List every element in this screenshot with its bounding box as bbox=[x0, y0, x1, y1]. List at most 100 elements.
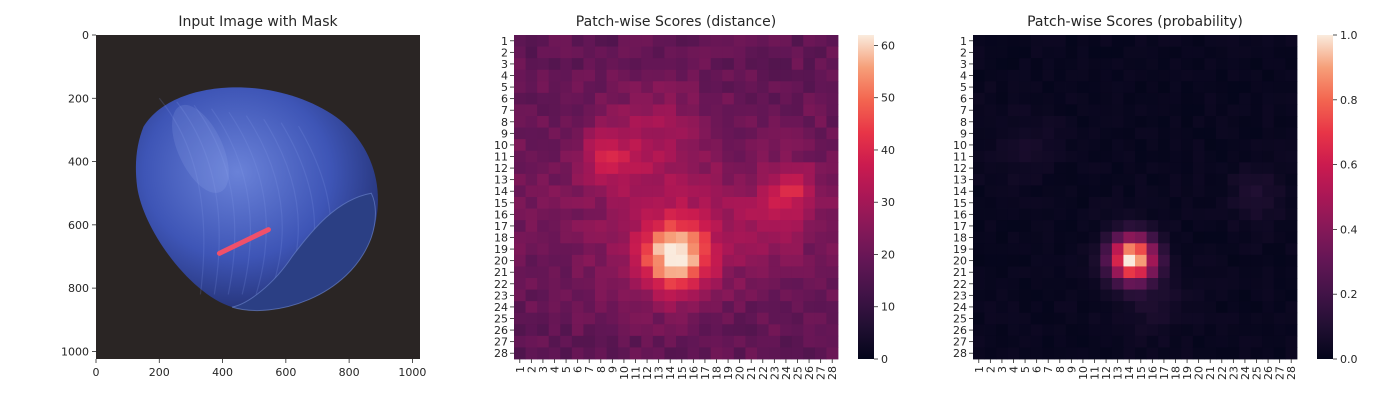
heatmap-cell bbox=[525, 301, 538, 314]
heatmap-cell bbox=[676, 35, 688, 47]
heatmap-cell bbox=[1065, 81, 1078, 94]
heatmap-cell bbox=[1111, 127, 1124, 140]
heatmap-cell bbox=[1250, 220, 1263, 233]
heatmap-cell bbox=[1204, 46, 1217, 59]
heatmap-cell bbox=[757, 289, 769, 302]
heatmap-cell bbox=[814, 139, 827, 152]
x-tick-label: 14 bbox=[664, 366, 677, 380]
heatmap-cell bbox=[641, 35, 654, 47]
heatmap-cell bbox=[996, 69, 1009, 82]
heatmap-cell bbox=[595, 104, 607, 117]
heatmap-cell bbox=[1262, 335, 1275, 348]
heatmap-cell bbox=[1019, 208, 1032, 221]
heatmap-cell bbox=[618, 81, 631, 94]
heatmap-cell bbox=[1273, 278, 1286, 290]
heatmap-cell bbox=[606, 220, 619, 233]
heatmap-cell bbox=[1146, 35, 1159, 47]
heatmap-cell bbox=[652, 231, 665, 244]
heatmap-cell bbox=[606, 58, 619, 71]
heatmap-cell bbox=[791, 162, 804, 175]
heatmap-cell bbox=[1088, 243, 1101, 256]
heatmap-cell bbox=[1250, 254, 1263, 267]
heatmap-cell bbox=[1216, 69, 1228, 82]
heatmap-cell bbox=[595, 347, 607, 360]
heatmap-cell bbox=[1216, 231, 1228, 244]
heatmap-cell bbox=[595, 254, 607, 267]
heatmap-cell bbox=[699, 116, 712, 128]
heatmap-cell bbox=[1216, 116, 1228, 128]
heatmap-cell bbox=[733, 208, 746, 221]
heatmap-cell bbox=[629, 289, 642, 302]
heatmap-cell bbox=[583, 162, 596, 175]
heatmap-cell bbox=[1285, 254, 1298, 267]
heatmap-cell bbox=[1135, 220, 1147, 233]
heatmap-cell bbox=[1158, 347, 1171, 360]
heatmap-cell bbox=[1019, 58, 1032, 71]
heatmap-cell bbox=[687, 208, 700, 221]
heatmap-cell bbox=[1135, 127, 1147, 140]
heatmap-cell bbox=[745, 173, 758, 186]
heatmap-cell bbox=[1158, 220, 1171, 233]
heatmap-cell bbox=[1169, 324, 1182, 337]
heatmap-cell bbox=[1088, 92, 1101, 105]
heatmap-cell bbox=[618, 92, 631, 105]
heatmap-cell bbox=[699, 220, 712, 233]
heatmap-cell bbox=[722, 335, 735, 348]
heatmap-cell bbox=[814, 150, 827, 163]
heatmap-cell bbox=[525, 150, 538, 163]
x-tick-label: 18 bbox=[1170, 366, 1183, 380]
x-tick-label: 23 bbox=[768, 366, 781, 380]
heatmap-cell bbox=[1019, 69, 1032, 82]
heatmap-cell bbox=[1285, 231, 1298, 244]
heatmap-cell bbox=[1100, 220, 1113, 233]
heatmap-cell bbox=[676, 150, 688, 163]
heatmap-cell bbox=[1111, 58, 1124, 71]
heatmap-cell bbox=[1100, 81, 1113, 94]
heatmap-cell bbox=[525, 208, 538, 221]
colorbar-gradient bbox=[1317, 35, 1333, 359]
heatmap-cell bbox=[560, 150, 573, 163]
heatmap-cell bbox=[780, 173, 793, 186]
heatmap-cell bbox=[1181, 69, 1194, 82]
y-tick-label: 10 bbox=[953, 139, 967, 152]
heatmap-cell bbox=[571, 69, 584, 82]
heatmap-cell bbox=[733, 220, 746, 233]
heatmap-cell bbox=[710, 127, 723, 140]
heatmap-cell bbox=[1216, 266, 1228, 279]
heatmap-cell bbox=[1227, 127, 1240, 140]
heatmap-cell bbox=[1227, 335, 1240, 348]
heatmap-cell bbox=[722, 104, 735, 117]
colorbar-tick-label: 0.4 bbox=[1340, 223, 1358, 236]
heatmap-cell bbox=[1285, 116, 1298, 128]
heatmap-cell bbox=[768, 289, 781, 302]
heatmap-cell bbox=[1158, 173, 1171, 186]
heatmap-cell bbox=[1030, 104, 1043, 117]
heatmap-cell bbox=[676, 104, 688, 117]
x-tick-label: 9 bbox=[606, 366, 619, 373]
heatmap-cell bbox=[973, 197, 985, 209]
heatmap-cell bbox=[514, 69, 526, 82]
heatmap-cell bbox=[1262, 231, 1275, 244]
heatmap-cell bbox=[803, 185, 816, 198]
y-tick-label: 25 bbox=[953, 313, 967, 326]
heatmap-cell bbox=[768, 197, 781, 209]
heatmap-cell bbox=[1158, 324, 1171, 337]
heatmap-cell bbox=[699, 197, 712, 209]
heatmap-cell bbox=[629, 278, 642, 290]
heatmap-cell bbox=[699, 266, 712, 279]
heatmap-cell bbox=[1250, 173, 1263, 186]
heatmap-cell bbox=[733, 185, 746, 198]
heatmap-cell bbox=[1204, 92, 1217, 105]
y-tick-label: 19 bbox=[494, 243, 508, 256]
heatmap-cell bbox=[780, 278, 793, 290]
heatmap-cell bbox=[1111, 104, 1124, 117]
heatmap-cell bbox=[826, 266, 839, 279]
heatmap-cell bbox=[722, 173, 735, 186]
heatmap-cell bbox=[826, 220, 839, 233]
heatmap-cell bbox=[1065, 312, 1078, 325]
heatmap-cell bbox=[606, 347, 619, 360]
heatmap-cell bbox=[1239, 162, 1252, 175]
heatmap-cell bbox=[548, 46, 561, 59]
heatmap-cell bbox=[1123, 312, 1136, 325]
heatmap-cell bbox=[1042, 127, 1055, 140]
